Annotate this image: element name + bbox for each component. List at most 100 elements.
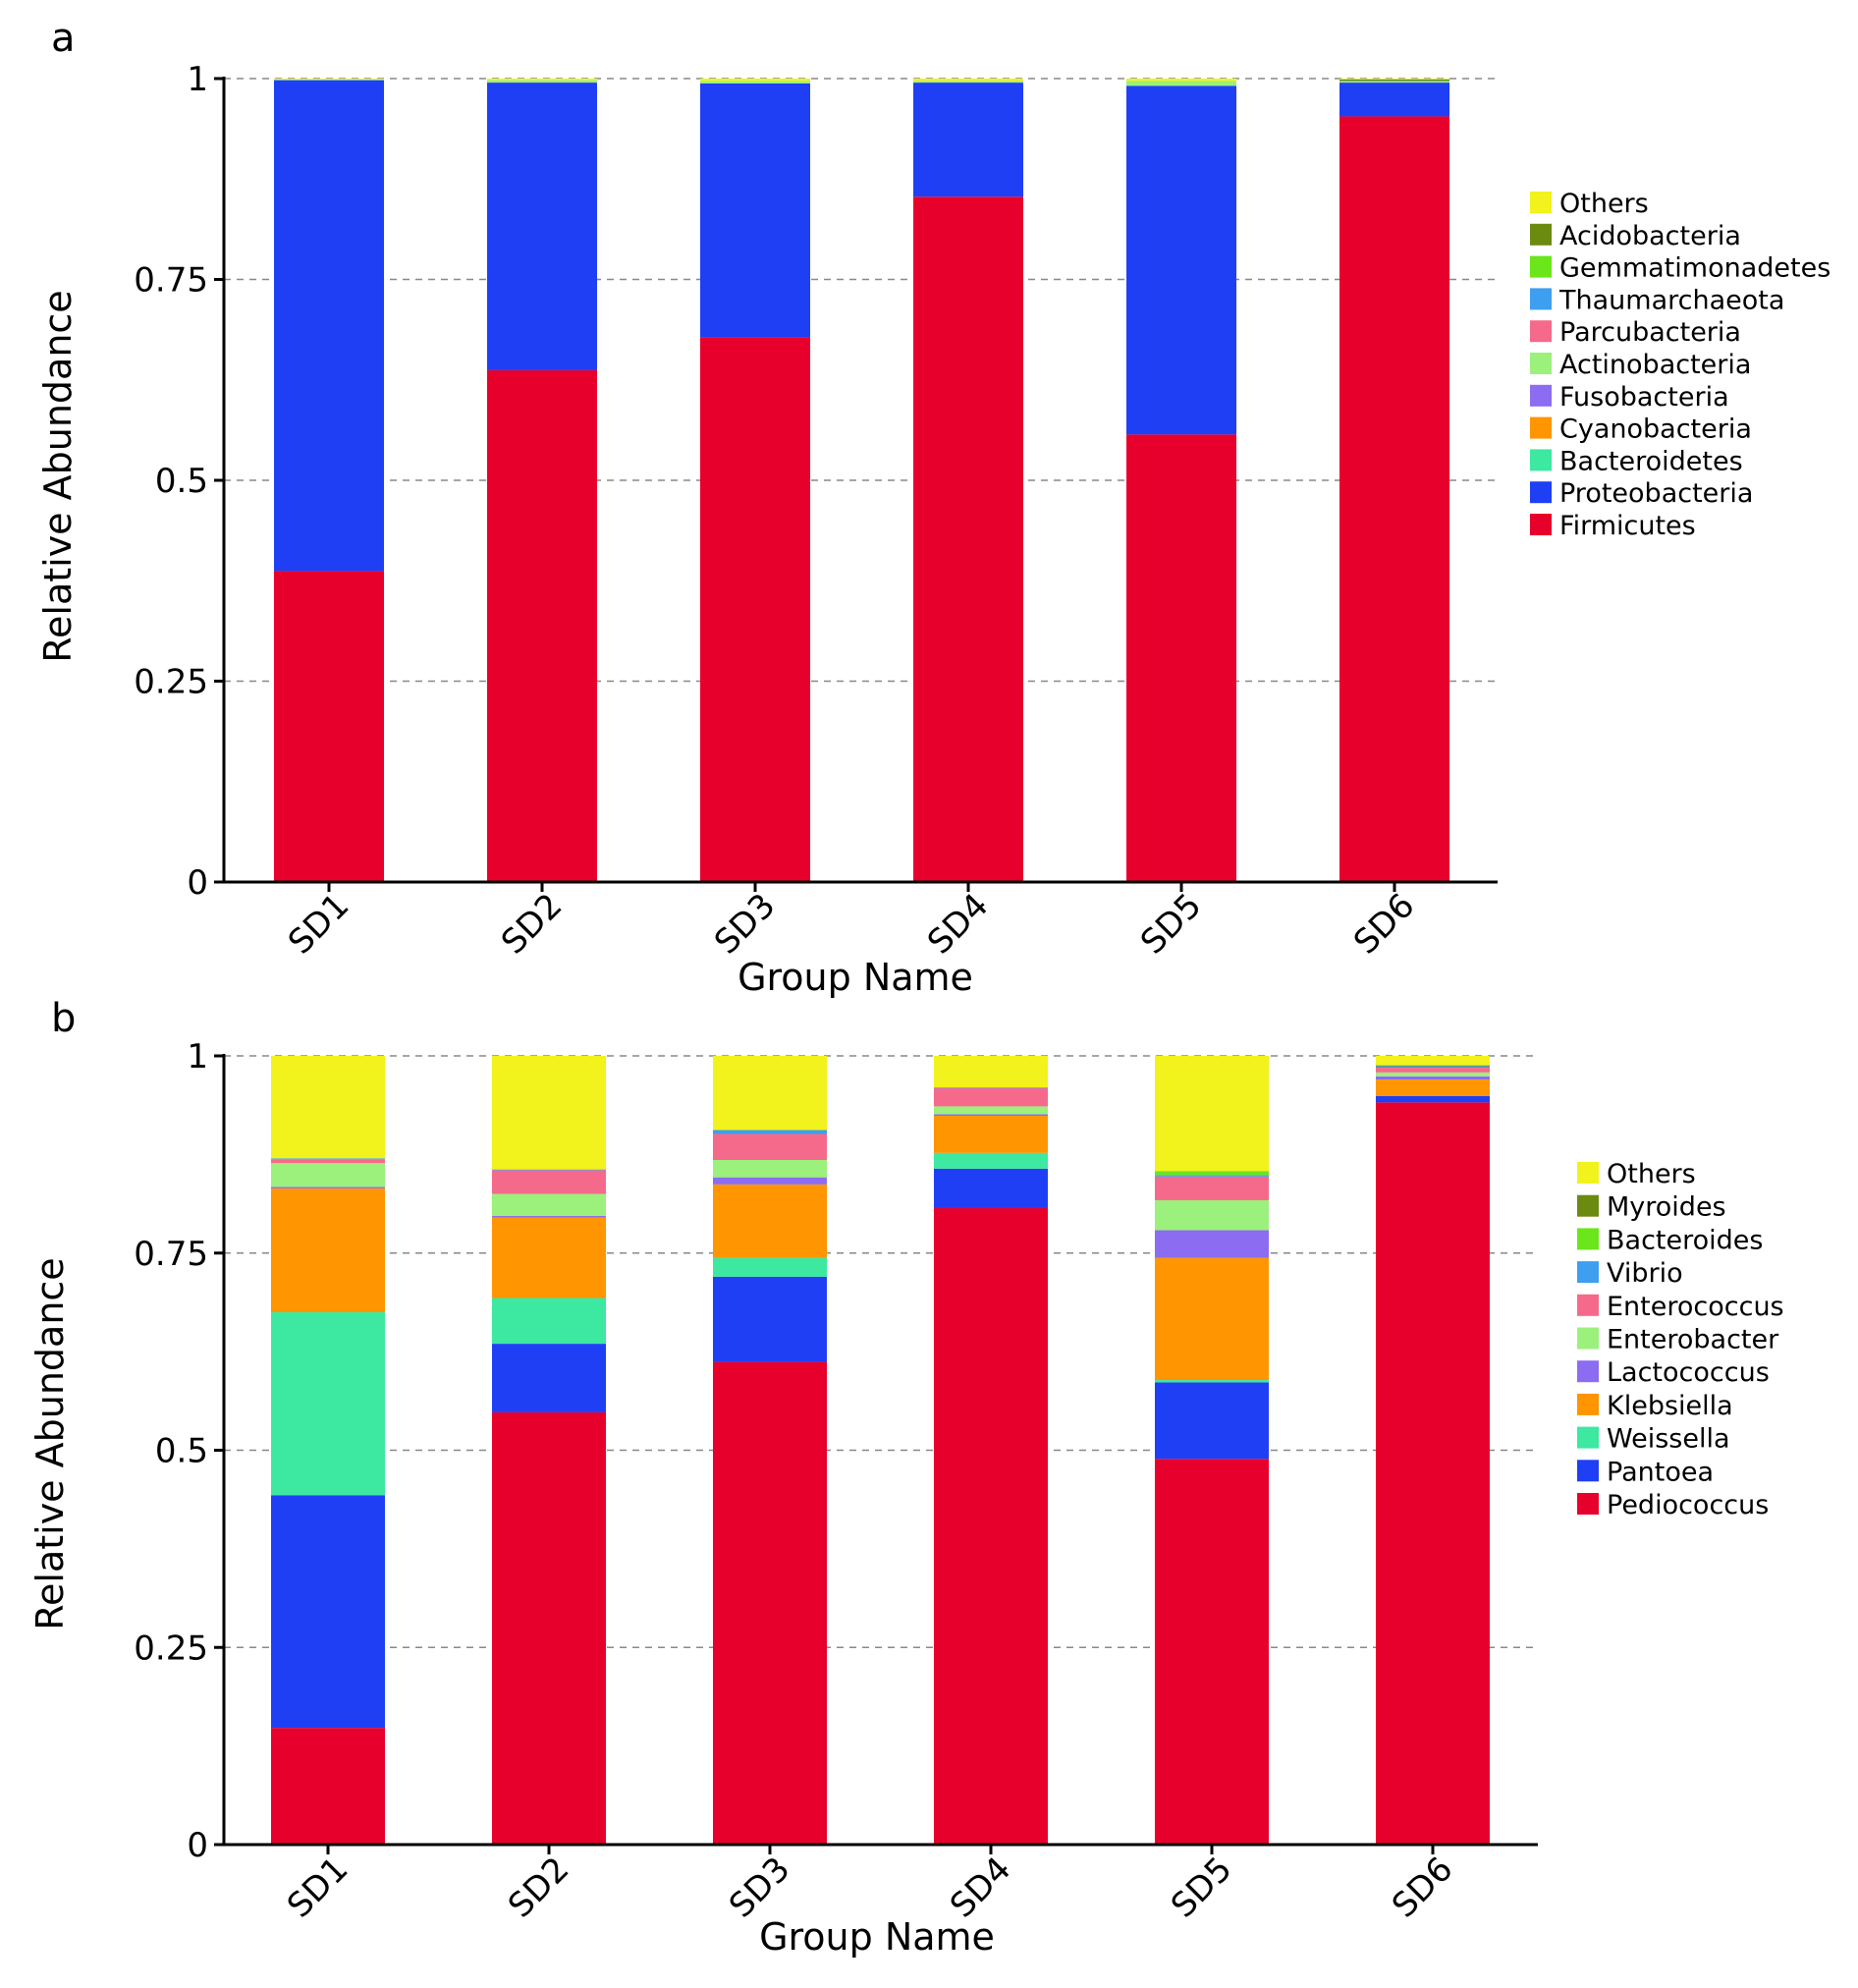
- panel-b-bar-sd4-lactococcus: [934, 1114, 1048, 1117]
- panel-a-legend-label-thaumarchaeota: Thaumarchaeota: [1558, 285, 1784, 315]
- panel-b-bar-sd6-pediococcus: [1376, 1102, 1490, 1845]
- panel-b-bar-sd4-enterococcus: [934, 1087, 1048, 1107]
- panel-b-bar-sd4-enterobacter: [934, 1106, 1048, 1115]
- panel-b-bar-sd1-enterobacter: [271, 1163, 385, 1187]
- panel-a-x-tick-label-sd5: SD5: [1133, 886, 1209, 962]
- panel-a-bar-sd4-firmicutes: [913, 196, 1023, 883]
- panel-a-bar-sd2-proteobacteria: [487, 83, 597, 370]
- panel-a-y-tick-label: 0.5: [155, 462, 208, 501]
- panel-b-bar-sd3-weissella: [713, 1257, 827, 1277]
- panel-a-x-tick-label-sd2: SD2: [494, 886, 570, 962]
- panel-b-bar-sd1-enterococcus: [271, 1159, 385, 1164]
- panel-b-legend-label-klebsiella: Klebsiella: [1607, 1391, 1733, 1421]
- panel-b: b 0 0.25 0.5 0.75 1 SD1 SD2 SD3 SD4 SD5 SD6 Group…: [28, 996, 1784, 1959]
- panel-b-bar-sd6-myroides: [1376, 1065, 1490, 1067]
- panel-a-y-ticks: 0 0.25 0.5 0.75 1: [134, 60, 224, 903]
- panel-b-bar-sd2-vibrio: [492, 1169, 606, 1171]
- panel-a-legend-label-fusobacteria: Fusobacteria: [1559, 382, 1729, 413]
- panel-b-bar-sd3-vibrio: [713, 1130, 827, 1134]
- panel-b-legend-swatch-others: [1577, 1162, 1599, 1184]
- panel-b-bar-sd6-pantoea: [1376, 1095, 1490, 1103]
- panel-b-bar-sd3-pantoea: [713, 1276, 827, 1362]
- panel-a-legend-swatch-parcubacteria: [1530, 320, 1552, 343]
- panel-b-bar-sd6-others: [1376, 1056, 1490, 1066]
- panel-b-y-tick-label: 0.75: [134, 1235, 208, 1274]
- panel-a-legend-label-firmicutes: Firmicutes: [1559, 511, 1696, 541]
- panel-b-bar-sd4-pediococcus: [934, 1207, 1048, 1845]
- panel-a-bar-sd2-others: [487, 79, 597, 81]
- panel-a-bar-sd3-actinobacteria: [700, 81, 810, 83]
- panel-a-bar-sd6-others: [1339, 79, 1449, 80]
- panel-b-legend-swatch-pediococcus: [1577, 1493, 1599, 1515]
- panel-b-bar-sd2-enterococcus: [492, 1170, 606, 1194]
- panel-b-legend-label-enterobacter: Enterobacter: [1607, 1325, 1779, 1355]
- panel-a-legend-label-acidobacteria: Acidobacteria: [1559, 221, 1741, 251]
- panel-b-bar-sd5-enterococcus: [1155, 1176, 1269, 1200]
- panel-b-bar-sd6-klebsiella: [1376, 1079, 1490, 1096]
- panel-a-legend-swatch-fusobacteria: [1530, 384, 1552, 407]
- panel-b-bar-sd2-klebsiella: [492, 1217, 606, 1298]
- panel-a-bar-sd4-others: [913, 79, 1023, 82]
- panel-b-bar-sd4-others: [934, 1056, 1048, 1088]
- panel-b-x-tick-label-sd3: SD3: [722, 1850, 797, 1925]
- panel-b-legend-swatch-enterobacter: [1577, 1327, 1599, 1350]
- panel-b-legend-label-myroides: Myroides: [1607, 1192, 1726, 1223]
- panel-b-legend-label-lactococcus: Lactococcus: [1607, 1357, 1770, 1388]
- panel-b-legend-swatch-lactococcus: [1577, 1360, 1599, 1383]
- panel-b-bar-sd1-pediococcus: [271, 1728, 385, 1845]
- panel-b-bar-sd1-pantoea: [271, 1495, 385, 1729]
- panel-b-bar-sd3-enterobacter: [713, 1159, 827, 1178]
- panel-b-bar-sd5-lactococcus: [1155, 1230, 1269, 1258]
- panel-a-bar-sd5-proteobacteria: [1126, 85, 1236, 435]
- panel-b-bars: [271, 1056, 1490, 1845]
- panel-a-bars: [274, 79, 1449, 883]
- panel-b-x-tick-label-sd6: SD6: [1385, 1850, 1460, 1925]
- panel-b-bar-sd1-vibrio: [271, 1158, 385, 1160]
- panel-a-x-tick-label-sd3: SD3: [707, 886, 783, 962]
- panel-b-bar-sd6-lactococcus: [1376, 1076, 1490, 1080]
- panel-a-legend-label-actinobacteria: Actinobacteria: [1559, 350, 1751, 380]
- panel-a-bar-sd6-actinobacteria: [1339, 81, 1449, 83]
- panel-b-bar-sd6-enterobacter: [1376, 1072, 1490, 1077]
- panel-b-bar-sd6-enterococcus: [1376, 1068, 1490, 1073]
- panel-a-legend-swatch-thaumarchaeota: [1530, 288, 1552, 310]
- panel-a-grid: [224, 78, 1498, 683]
- panel-a-legend-label-proteobacteria: Proteobacteria: [1559, 478, 1753, 509]
- panel-b-bar-sd2-others: [492, 1056, 606, 1170]
- panel-a-y-axis-title: Relative Abundance: [36, 290, 80, 662]
- panel-a-x-ticks: SD1 SD2 SD3 SD4 SD5 SD6: [281, 882, 1422, 962]
- panel-a-legend-swatch-actinobacteria: [1530, 353, 1552, 374]
- panel-a-x-axis-title: Group Name: [738, 956, 973, 999]
- panel-a-label: a: [51, 16, 76, 61]
- panel-b-y-ticks: 0 0.25 0.5 0.75 1: [134, 1037, 224, 1865]
- panel-b-legend-swatch-klebsiella: [1577, 1393, 1599, 1415]
- panel-b-bar-sd2-pantoea: [492, 1344, 606, 1412]
- panel-a-bar-sd6-acidobacteria: [1339, 79, 1449, 82]
- panel-a-bar-sd5-firmicutes: [1126, 434, 1236, 882]
- panel-a-x-tick-label-sd1: SD1: [281, 886, 356, 962]
- panel-a-bar-sd3-proteobacteria: [700, 83, 810, 338]
- panel-b-legend-label-weissella: Weissella: [1607, 1424, 1730, 1455]
- panel-a-legend-label-cyanobacteria: Cyanobacteria: [1559, 414, 1752, 445]
- panel-a-axes: [222, 77, 1498, 884]
- panel-b-legend-label-pediococcus: Pediococcus: [1607, 1490, 1769, 1520]
- panel-b-bar-sd5-pantoea: [1155, 1382, 1269, 1460]
- panel-b-bar-sd5-weissella: [1155, 1380, 1269, 1383]
- panel-b-bar-sd4-vibrio: [934, 1087, 1048, 1088]
- panel-a-legend-swatch-acidobacteria: [1530, 223, 1552, 246]
- panel-b-bar-sd6-vibrio: [1376, 1066, 1490, 1069]
- panel-a-legend-label-parcubacteria: Parcubacteria: [1559, 317, 1741, 348]
- panel-a-legend-label-bacteroidetes: Bacteroidetes: [1559, 446, 1743, 476]
- panel-a-bar-sd6-firmicutes: [1339, 116, 1449, 883]
- panel-a-bar-sd2-actinobacteria: [487, 80, 597, 83]
- panel-b-legend: OthersMyroidesBacteroidesVibrioEnterococ…: [1577, 1159, 1784, 1520]
- panel-b-y-tick-label: 0: [187, 1826, 208, 1865]
- panel-a-legend-label-gemmatimonadetes: Gemmatimonadetes: [1559, 253, 1831, 284]
- panel-b-bar-sd4-pantoea: [934, 1168, 1048, 1208]
- panel-b-x-axis-title: Group Name: [759, 1915, 995, 1959]
- panel-a-bar-sd3-others: [700, 79, 810, 82]
- panel-b-bar-sd5-klebsiella: [1155, 1257, 1269, 1381]
- panel-a-bar-sd6-proteobacteria: [1339, 83, 1449, 117]
- panel-a-legend-swatch-proteobacteria: [1530, 481, 1552, 504]
- panel-a-bar-sd1-others: [274, 79, 384, 80]
